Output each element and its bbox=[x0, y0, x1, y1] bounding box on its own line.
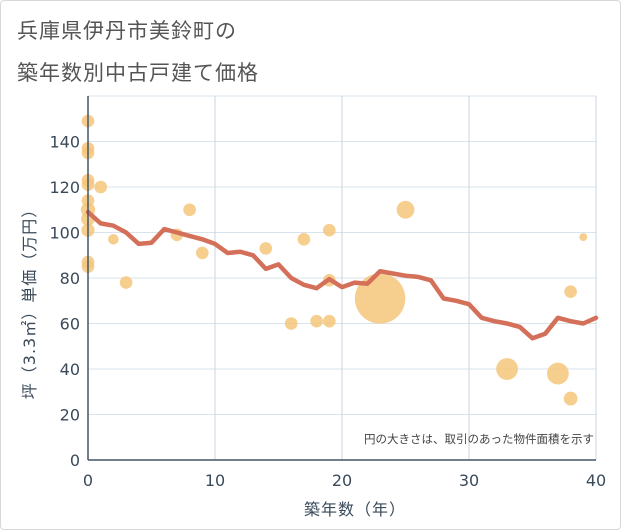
bubble-series bbox=[80, 114, 588, 406]
bubble-point bbox=[323, 314, 336, 328]
y-tick-label: 60 bbox=[60, 315, 80, 334]
bubble-point bbox=[94, 180, 107, 194]
bubble-point bbox=[183, 203, 196, 217]
bubble-point bbox=[396, 200, 415, 219]
y-tick-label: 120 bbox=[49, 178, 80, 197]
y-axis-label: 坪（3.3㎡）単価（万円） bbox=[20, 201, 39, 399]
y-tick-label: 40 bbox=[60, 360, 80, 379]
y-tick-label: 100 bbox=[49, 224, 80, 243]
bubble-point bbox=[354, 273, 406, 324]
grid-lines bbox=[88, 95, 597, 460]
x-tick-label: 20 bbox=[332, 471, 352, 490]
bubble-point bbox=[297, 233, 311, 246]
average-price-line bbox=[85, 209, 599, 341]
y-tick-label: 20 bbox=[60, 406, 80, 425]
y-tick-label: 80 bbox=[60, 269, 80, 288]
bubble-point bbox=[259, 242, 273, 255]
bubble-point bbox=[284, 317, 298, 330]
bubble-point bbox=[546, 362, 569, 385]
average-line-series bbox=[85, 209, 599, 341]
bubble-point bbox=[119, 276, 133, 289]
bubble-point bbox=[310, 314, 323, 328]
x-tick-label: 40 bbox=[586, 471, 606, 490]
bubble-point bbox=[496, 358, 519, 380]
bubble-point bbox=[564, 285, 577, 298]
bubble-point bbox=[579, 233, 588, 242]
bubble-size-note: 円の大きさは、取引のあった物件面積を示す bbox=[364, 432, 594, 446]
chart-title-line2: 築年数別中古戸建て価格 bbox=[17, 61, 259, 85]
x-tick-label: 0 bbox=[83, 471, 93, 490]
x-tick-label: 30 bbox=[459, 471, 479, 490]
axes: 0 20 40 60 80 100 120 140 0 10 20 30 40 bbox=[49, 96, 606, 490]
bubble-point bbox=[196, 246, 209, 260]
bubble-point bbox=[563, 391, 578, 406]
bubble-point bbox=[323, 223, 336, 237]
x-tick-label: 10 bbox=[205, 471, 225, 490]
chart-title-line1: 兵庫県伊丹市美鈴町の bbox=[17, 19, 237, 43]
x-axis-label: 築年数（年） bbox=[304, 500, 406, 519]
bubble-point bbox=[108, 234, 119, 245]
y-tick-label: 0 bbox=[70, 451, 80, 470]
y-tick-label: 140 bbox=[49, 133, 80, 152]
